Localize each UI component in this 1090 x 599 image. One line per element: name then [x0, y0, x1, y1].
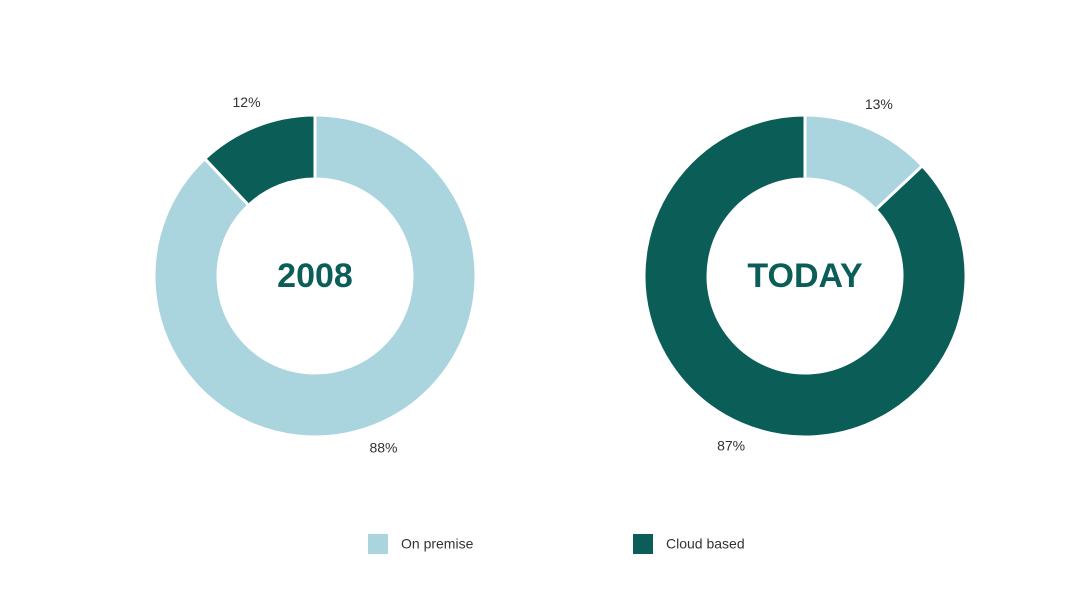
donut-slice: [642, 113, 968, 439]
value-label: 88%: [369, 440, 397, 456]
legend-swatch: [368, 534, 388, 554]
legend-label: Cloud based: [666, 536, 745, 552]
chart-title: 2008: [277, 257, 353, 295]
legend-swatch: [633, 534, 653, 554]
donut-slice: [202, 113, 317, 208]
chart-title: TODAY: [747, 257, 863, 295]
value-label: 87%: [717, 437, 745, 453]
donut-slice: [152, 113, 478, 439]
value-label: 13%: [865, 96, 893, 112]
value-label: 12%: [233, 94, 261, 110]
legend-label: On premise: [401, 536, 474, 552]
